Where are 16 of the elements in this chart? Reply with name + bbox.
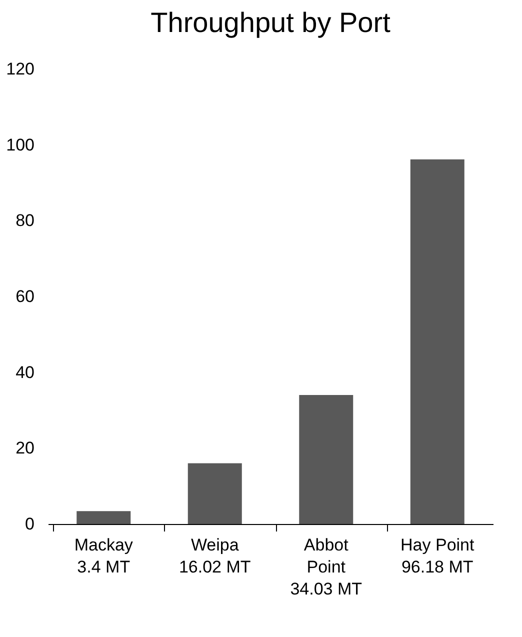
x-tick-label: Hay Point 96.18 MT — [400, 536, 475, 576]
bar — [76, 511, 131, 524]
x-tick-label: Weipa 16.02 MT — [178, 536, 251, 576]
chart-title: Throughput by Port — [150, 7, 391, 38]
y-tick-label: 20 — [16, 438, 34, 458]
y-tick-label: 120 — [6, 60, 34, 78]
bar — [299, 394, 354, 524]
x-tick-label: Mackay 3.4 MT — [74, 536, 134, 576]
y-tick-label: 100 — [6, 135, 34, 154]
x-tick-label: Abbot Point 34.03 MT — [290, 536, 362, 598]
y-tick-label: 0 — [25, 514, 34, 534]
bar — [188, 463, 242, 524]
y-tick-label: 60 — [16, 287, 34, 306]
y-tick-label: 40 — [16, 362, 34, 382]
y-tick-label: 80 — [16, 211, 34, 230]
bar — [410, 159, 464, 524]
